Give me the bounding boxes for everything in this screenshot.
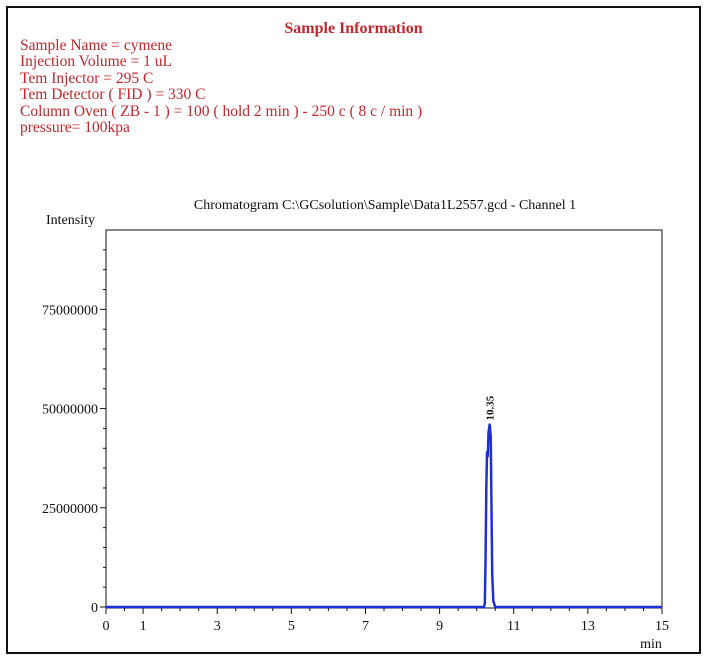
y-tick-label: 75000000 (42, 303, 98, 318)
plot-area-border (105, 229, 663, 609)
x-tick-label: 9 (436, 619, 443, 634)
sample-info-list: Sample Name = cymene Injection Volume = … (20, 37, 423, 137)
peak-label: 10.35 (485, 395, 497, 420)
series-layer: 10.35 (106, 395, 662, 609)
y-tick-label: 50000000 (42, 403, 98, 418)
y-axis-label: Intensity (46, 213, 95, 228)
sample-info-line: pressure= 100kpa (20, 119, 130, 137)
y-tick-label: 25000000 (42, 502, 98, 517)
x-tick-label: 13 (581, 619, 595, 634)
x-tick-label: 3 (214, 619, 221, 634)
x-tick-label: 15 (655, 619, 669, 634)
sample-info-line: Injection Volume = 1 uL (20, 53, 172, 71)
sample-info-line: Sample Name = cymene (20, 37, 173, 54)
x-axis-label: min (640, 637, 662, 652)
sample-info-title: Sample Information (284, 20, 423, 37)
y-tick-label: 0 (91, 601, 98, 616)
x-tick-label: 5 (288, 619, 295, 634)
sample-info-line: Tem Detector ( FID ) = 330 C (20, 86, 206, 104)
x-tick-label: 7 (362, 619, 369, 634)
sample-info-line: Tem Injector = 295 C (20, 69, 154, 87)
chromatogram-trace (106, 423, 662, 609)
x-tick-label: 0 (103, 619, 110, 634)
chart-title: Chromatogram C:\GCsolution\Sample\Data1L… (194, 198, 576, 213)
x-tick-label: 1 (140, 619, 147, 634)
sample-info-line: Column Oven ( ZB - 1 ) = 100 ( hold 2 mi… (20, 102, 423, 120)
x-tick-label: 11 (507, 619, 520, 634)
report-frame: Sample Information Sample Name = cymene … (6, 6, 701, 654)
